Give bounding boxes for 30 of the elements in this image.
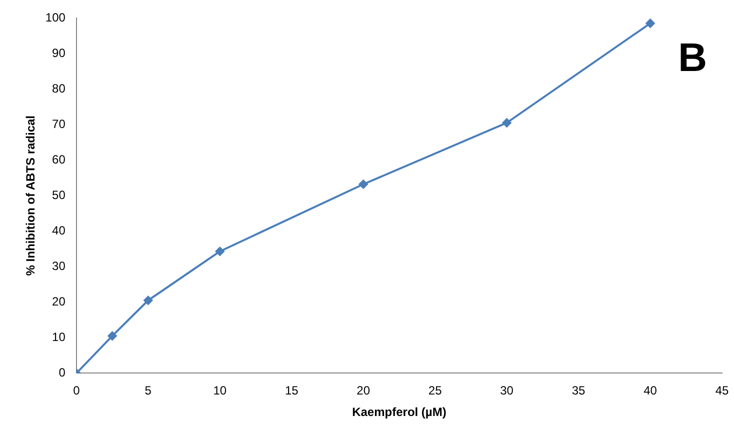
x-tick-label: 35 [572,384,586,398]
x-tick-label: 25 [428,384,442,398]
point [502,118,512,128]
x-tick-label: 30 [500,384,514,398]
x-tick-label: 15 [284,384,299,398]
x-tick-label: 0 [73,384,80,398]
y-axis-title: % Inhibition of ABTS radical [24,115,38,276]
x-tick-label: 5 [144,384,152,398]
y-tick-label: 10 [52,330,66,344]
y-tick-label: 50 [52,188,66,202]
annotation: B [678,36,707,80]
x-tick-label: 40 [644,384,658,398]
x-tick-label: 45 [715,384,729,398]
point [358,180,368,189]
point [215,246,224,256]
x-axis-title: Kaempferol (µM) [352,405,446,420]
x-tick-label: 20 [356,384,370,398]
y-tick-label: 20 [52,294,66,308]
y-tick-label: 0 [58,366,66,380]
point [108,331,117,340]
x-tick-label: 10 [213,384,227,398]
point [144,296,153,305]
y-tick-label: 40 [52,223,66,238]
y-tick-label: 70 [52,116,66,131]
point [646,18,655,28]
y-tick-label: 30 [52,258,66,273]
y-tick-label: 90 [52,46,66,60]
y-tick-label: 80 [52,81,66,96]
y-tick-label: 100 [45,10,66,24]
y-tick-label: 60 [52,152,66,166]
